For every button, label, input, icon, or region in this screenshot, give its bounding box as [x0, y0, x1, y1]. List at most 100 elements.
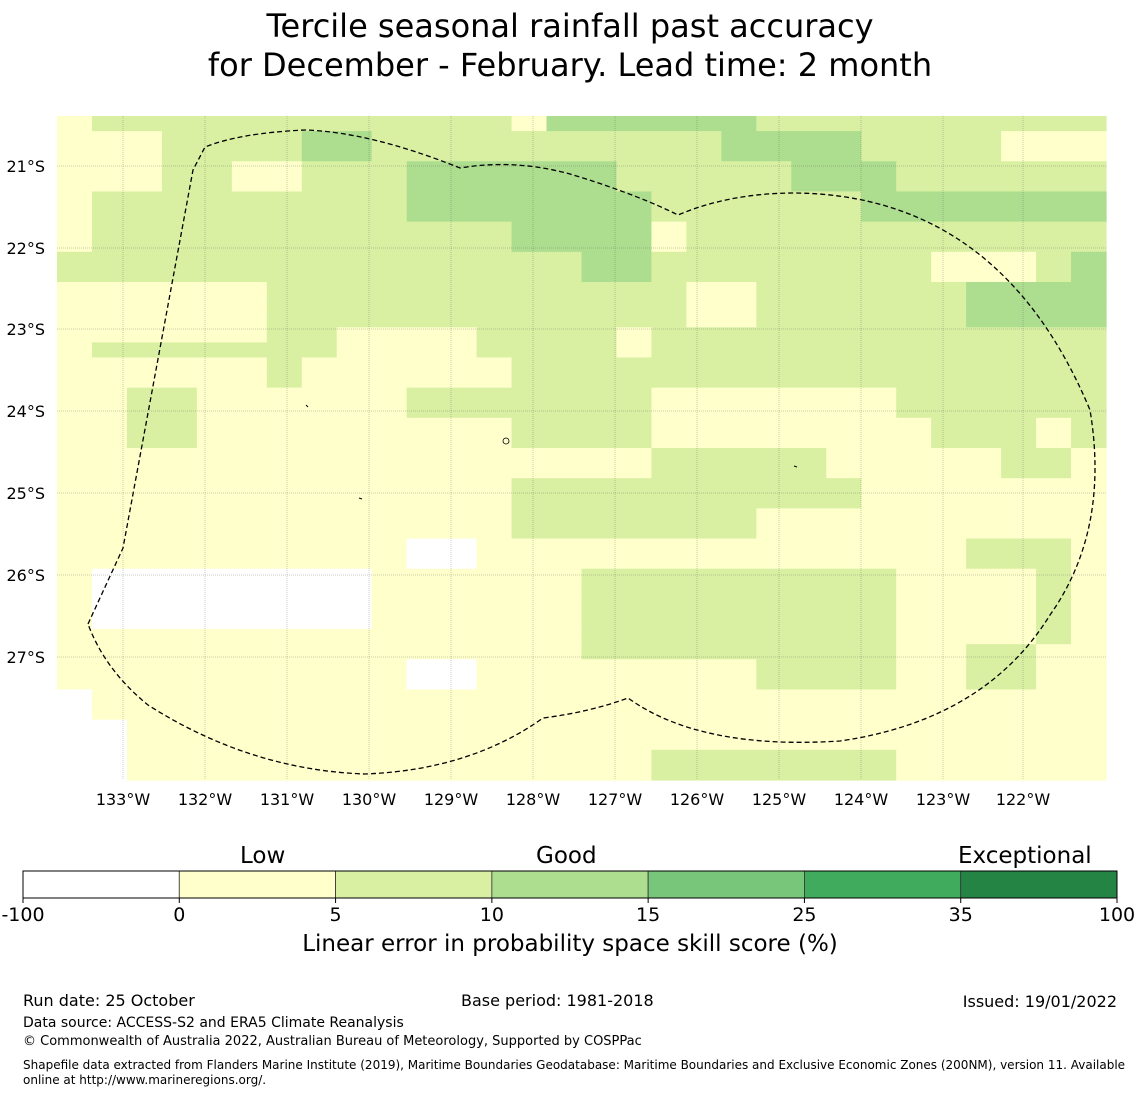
grid-cell	[57, 251, 583, 268]
grid-cell	[966, 312, 1107, 328]
grid-cell	[1071, 614, 1107, 630]
longitude-label: 122°W	[996, 790, 1051, 809]
grid-cell	[756, 523, 1107, 540]
grid-cell	[301, 357, 513, 374]
grid-cell	[126, 719, 1107, 736]
eez-boundary	[87, 129, 1096, 775]
grid-cell	[1071, 553, 1107, 570]
grid-cell	[966, 674, 1037, 691]
grid-cell	[126, 387, 198, 404]
grid-cell	[1036, 568, 1072, 585]
grid-cell	[756, 312, 967, 328]
grid-cell	[57, 357, 268, 374]
grid-cell	[57, 432, 128, 449]
grid-cell	[57, 282, 268, 298]
grid-cell	[301, 372, 513, 389]
grid-cell	[371, 614, 583, 630]
grid-cell	[406, 402, 653, 419]
colorbar-segment	[960, 870, 1118, 899]
data-source: Data source: ACCESS-S2 and ERA5 Climate …	[23, 1015, 404, 1031]
grid-cell	[511, 372, 1107, 389]
island-marker	[793, 465, 798, 468]
grid-cell	[1071, 538, 1107, 555]
grid-cell	[896, 402, 1107, 419]
grid-cell	[651, 236, 687, 253]
grid-cell	[511, 221, 653, 238]
grid-cell	[301, 131, 373, 147]
grid-cell	[196, 417, 513, 434]
grid-cell	[1036, 659, 1107, 675]
grid-cell	[826, 463, 1002, 479]
grid-cell	[57, 402, 128, 419]
grid-cell	[57, 749, 128, 766]
grid-cell	[1001, 463, 1072, 479]
grid-cell	[57, 568, 93, 585]
grid-cell	[57, 734, 128, 751]
grid-cell	[1071, 568, 1107, 585]
grid-cell	[1071, 266, 1107, 283]
grid-cell	[57, 312, 268, 328]
grid-cell	[896, 598, 1037, 615]
grid-cell	[966, 297, 1107, 313]
grid-cell	[57, 764, 128, 781]
grid-cell	[511, 508, 757, 525]
colorbar-frame	[22, 870, 1118, 899]
colorbar-tick-label: 35	[949, 904, 973, 926]
grid-cell	[406, 191, 653, 208]
colorbar-axis-label: Linear error in probability space skill …	[302, 931, 838, 957]
latitude-label: 22°S	[6, 239, 45, 258]
grid-cell	[231, 176, 303, 193]
grid-cell	[1036, 674, 1107, 691]
grid-cell	[651, 764, 897, 781]
grid-cell	[57, 266, 583, 283]
grid-cell	[301, 161, 408, 177]
grid-cell	[57, 116, 93, 132]
grid-cell	[57, 478, 513, 494]
grid-cell	[1036, 629, 1072, 645]
grid-cell	[896, 749, 1107, 766]
colorbar-segment	[491, 870, 649, 899]
shapefile-credit-line-2: online at http://www.marineregions.org/.	[23, 1073, 267, 1087]
grid-cell	[581, 568, 897, 585]
grid-cell	[161, 146, 303, 162]
grid-cell	[476, 327, 618, 343]
grid-cell	[896, 659, 967, 675]
colorbar-tick-label: 100	[1099, 904, 1135, 926]
grid-cell	[91, 704, 1107, 721]
grid-cell	[57, 206, 93, 223]
grid-cell	[406, 161, 618, 177]
colorbar-segment	[22, 870, 180, 899]
grid-cell	[476, 538, 967, 555]
grid-cell	[57, 689, 93, 706]
grid-cell	[126, 417, 198, 434]
longitude-label: 130°W	[342, 790, 397, 809]
longitude-label: 132°W	[178, 790, 233, 809]
longitude-label: 133°W	[96, 790, 151, 809]
run-date: Run date: 25 October	[23, 991, 195, 1010]
grid-cell	[861, 478, 1107, 494]
grid-cell	[196, 387, 408, 404]
grid-cell	[371, 131, 722, 147]
colorbar-ticks: -100 0 5 10 15 25 35 100	[1, 898, 1135, 926]
grid-cell	[756, 659, 897, 675]
grid-cell	[581, 583, 897, 600]
colorbar-tick-label: 0	[173, 904, 185, 926]
grid-cell	[476, 674, 757, 691]
grid-cell	[196, 402, 408, 419]
grid-cell	[57, 176, 163, 193]
grid-cell	[616, 342, 653, 359]
grid-cell	[91, 191, 408, 208]
grid-cell	[651, 432, 932, 449]
grid-cell	[966, 644, 1037, 660]
grid-cell	[57, 704, 93, 721]
grid-cell	[91, 221, 513, 238]
colorbar-tick-label: 15	[636, 904, 660, 926]
latitude-label: 26°S	[6, 566, 45, 585]
grid-cell	[1071, 583, 1107, 600]
grid-cell	[336, 342, 478, 359]
grid-cell	[546, 116, 757, 132]
grid-cell	[301, 176, 408, 193]
grid-cell	[57, 674, 408, 691]
grid-cell	[651, 266, 932, 283]
grid-cell	[1036, 432, 1072, 449]
